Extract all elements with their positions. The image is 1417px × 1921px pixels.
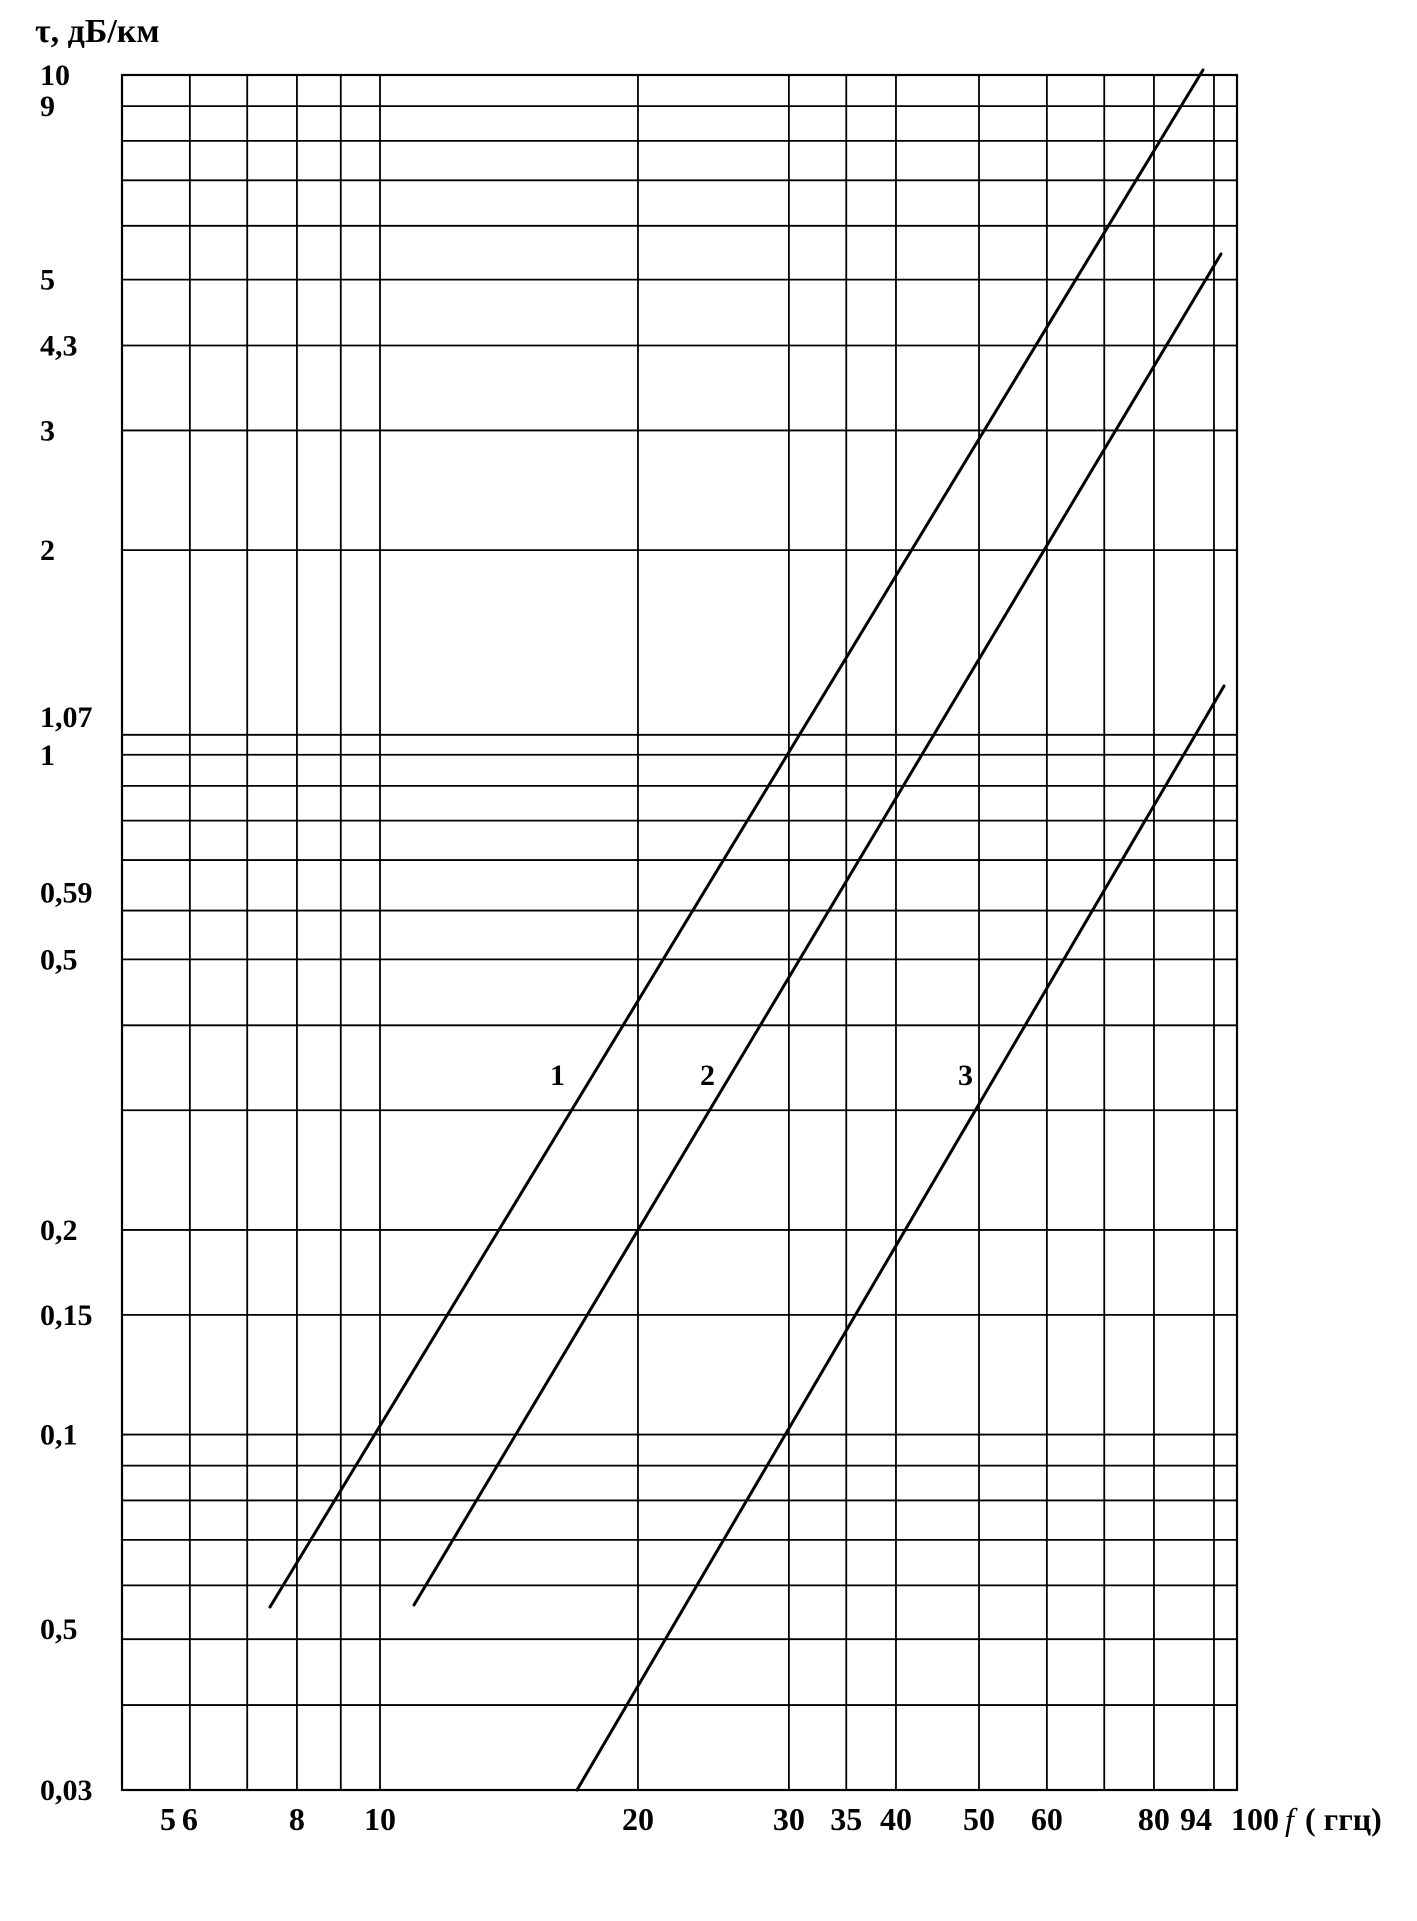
- svg-text:5: 5: [160, 1801, 176, 1837]
- svg-text:1,07: 1,07: [40, 701, 93, 734]
- svg-text:1: 1: [40, 739, 55, 772]
- svg-text:1: 1: [550, 1059, 565, 1092]
- svg-text:0,03: 0,03: [40, 1774, 93, 1807]
- svg-text:20: 20: [622, 1801, 654, 1837]
- svg-text:2: 2: [40, 534, 55, 567]
- svg-text:6: 6: [182, 1801, 198, 1837]
- svg-text:0,1: 0,1: [40, 1419, 78, 1452]
- svg-text:10: 10: [364, 1801, 396, 1837]
- svg-text:( ггц): ( ггц): [1305, 1801, 1382, 1837]
- svg-text:9: 9: [40, 90, 55, 123]
- svg-text:0,15: 0,15: [40, 1299, 93, 1332]
- svg-text:10: 10: [40, 59, 70, 92]
- svg-text:5: 5: [40, 264, 55, 297]
- svg-text:τ, дБ/км: τ, дБ/км: [35, 13, 160, 50]
- svg-text:3: 3: [40, 414, 55, 447]
- svg-text:50: 50: [963, 1801, 995, 1837]
- svg-text:0,59: 0,59: [40, 877, 93, 910]
- svg-text:0,2: 0,2: [40, 1214, 78, 1247]
- svg-text:8: 8: [289, 1801, 305, 1837]
- svg-text:40: 40: [880, 1801, 912, 1837]
- svg-text:100: 100: [1231, 1801, 1279, 1837]
- svg-text:4,3: 4,3: [40, 330, 78, 363]
- svg-text:80: 80: [1138, 1801, 1170, 1837]
- svg-text:0,5: 0,5: [40, 1613, 78, 1646]
- svg-text:30: 30: [773, 1801, 805, 1837]
- svg-text:2: 2: [700, 1059, 715, 1092]
- svg-text:35: 35: [830, 1801, 862, 1837]
- svg-text:3: 3: [958, 1059, 973, 1092]
- svg-text:94: 94: [1180, 1801, 1212, 1837]
- svg-text:0,5: 0,5: [40, 943, 78, 976]
- svg-text:60: 60: [1031, 1801, 1063, 1837]
